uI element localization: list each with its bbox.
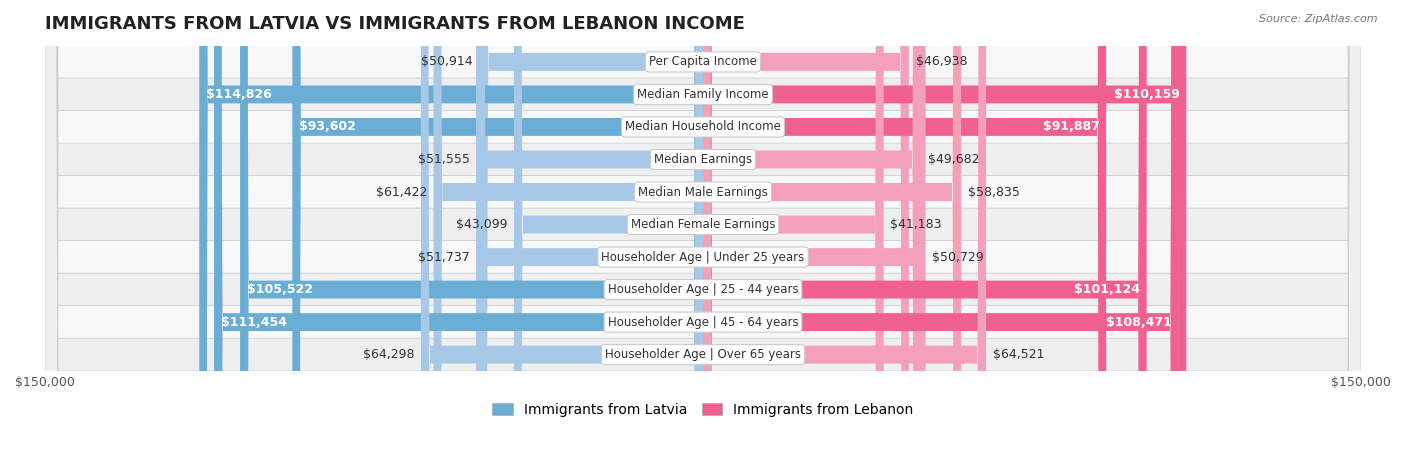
Text: $101,124: $101,124 [1074,283,1140,296]
Text: $91,887: $91,887 [1043,120,1099,134]
Text: $46,938: $46,938 [915,56,967,69]
Text: $58,835: $58,835 [967,185,1019,198]
FancyBboxPatch shape [479,0,703,467]
FancyBboxPatch shape [45,0,1361,467]
FancyBboxPatch shape [292,0,703,467]
FancyBboxPatch shape [703,0,884,467]
FancyBboxPatch shape [703,0,1147,467]
Text: Median Earnings: Median Earnings [654,153,752,166]
FancyBboxPatch shape [45,0,1361,467]
Text: $64,521: $64,521 [993,348,1045,361]
Text: Source: ZipAtlas.com: Source: ZipAtlas.com [1260,14,1378,24]
Text: $64,298: $64,298 [363,348,415,361]
FancyBboxPatch shape [200,0,703,467]
FancyBboxPatch shape [515,0,703,467]
FancyBboxPatch shape [477,0,703,467]
FancyBboxPatch shape [477,0,703,467]
FancyBboxPatch shape [45,0,1361,467]
Text: $49,682: $49,682 [928,153,979,166]
Text: Median Household Income: Median Household Income [626,120,780,134]
Text: Per Capita Income: Per Capita Income [650,56,756,69]
Text: $41,183: $41,183 [890,218,942,231]
FancyBboxPatch shape [45,0,1361,467]
Text: Householder Age | Over 65 years: Householder Age | Over 65 years [605,348,801,361]
FancyBboxPatch shape [703,0,1178,467]
Text: Median Family Income: Median Family Income [637,88,769,101]
FancyBboxPatch shape [703,0,962,467]
FancyBboxPatch shape [420,0,703,467]
FancyBboxPatch shape [45,0,1361,467]
Text: Householder Age | 45 - 64 years: Householder Age | 45 - 64 years [607,316,799,329]
Legend: Immigrants from Latvia, Immigrants from Lebanon: Immigrants from Latvia, Immigrants from … [486,397,920,423]
FancyBboxPatch shape [703,0,908,467]
Text: IMMIGRANTS FROM LATVIA VS IMMIGRANTS FROM LEBANON INCOME: IMMIGRANTS FROM LATVIA VS IMMIGRANTS FRO… [45,15,745,33]
FancyBboxPatch shape [703,0,986,467]
Text: $50,729: $50,729 [932,251,984,263]
FancyBboxPatch shape [45,0,1361,467]
FancyBboxPatch shape [214,0,703,467]
Text: $108,471: $108,471 [1107,316,1173,329]
Text: $105,522: $105,522 [246,283,312,296]
Text: $110,159: $110,159 [1114,88,1180,101]
Text: $61,422: $61,422 [375,185,427,198]
FancyBboxPatch shape [703,0,1187,467]
FancyBboxPatch shape [45,0,1361,467]
FancyBboxPatch shape [45,0,1361,467]
Text: $93,602: $93,602 [299,120,356,134]
FancyBboxPatch shape [703,0,921,467]
FancyBboxPatch shape [703,0,925,467]
FancyBboxPatch shape [433,0,703,467]
FancyBboxPatch shape [45,0,1361,467]
Text: $51,737: $51,737 [418,251,470,263]
Text: Householder Age | 25 - 44 years: Householder Age | 25 - 44 years [607,283,799,296]
Text: $50,914: $50,914 [422,56,472,69]
Text: $114,826: $114,826 [205,88,271,101]
Text: Householder Age | Under 25 years: Householder Age | Under 25 years [602,251,804,263]
Text: $111,454: $111,454 [221,316,287,329]
FancyBboxPatch shape [45,0,1361,467]
FancyBboxPatch shape [703,0,1107,467]
FancyBboxPatch shape [240,0,703,467]
Text: $51,555: $51,555 [419,153,470,166]
Text: Median Male Earnings: Median Male Earnings [638,185,768,198]
Text: $43,099: $43,099 [456,218,508,231]
Text: Median Female Earnings: Median Female Earnings [631,218,775,231]
